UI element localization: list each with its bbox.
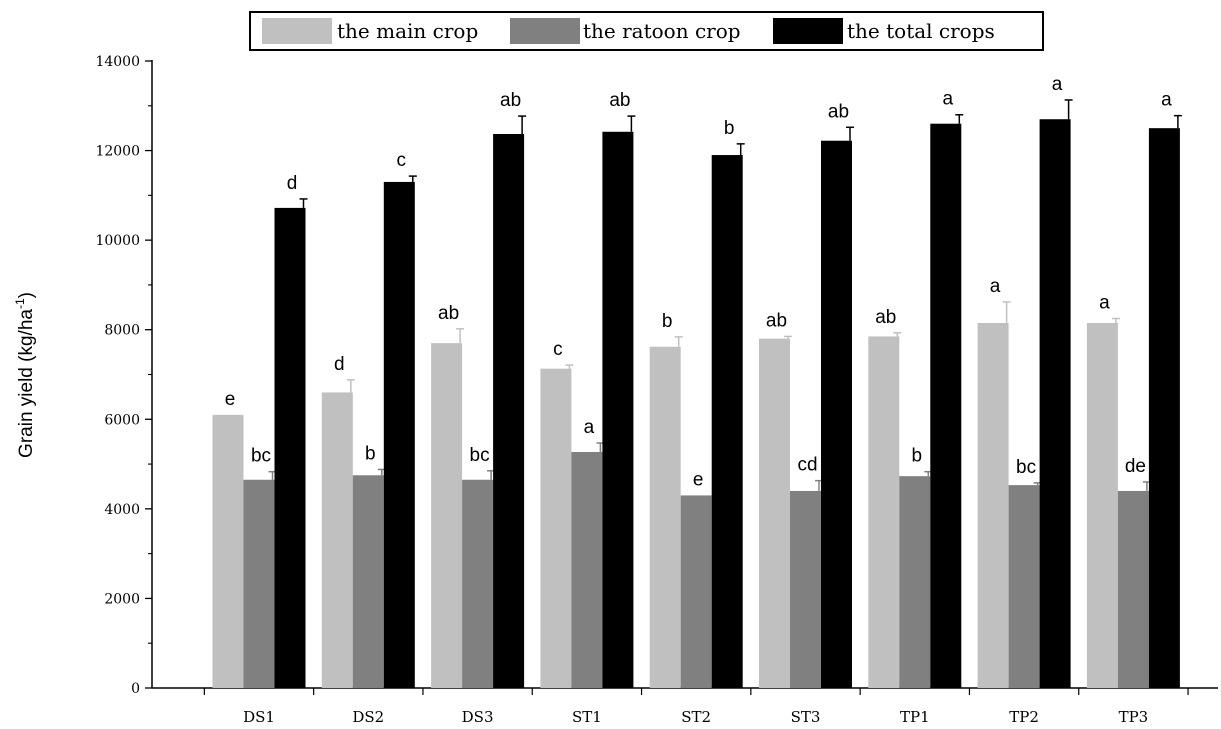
legend-swatch-main-crop — [262, 18, 332, 44]
legend: the main crop the ratoon crop the total … — [249, 11, 1044, 51]
x-tick-label: DS2 — [352, 708, 384, 726]
x-tick-label: DS1 — [243, 708, 275, 726]
the-ratoon-crop-bar — [352, 475, 384, 688]
significance-label: cd — [797, 455, 817, 476]
significance-label: ab — [500, 90, 521, 111]
the-ratoon-crop-bar — [571, 451, 603, 688]
significance-label: b — [912, 446, 923, 467]
x-tick-label: DS3 — [462, 708, 494, 726]
significance-label: ab — [875, 307, 896, 328]
significance-label: c — [397, 150, 407, 171]
significance-label: b — [724, 118, 735, 139]
legend-label-ratoon-crop: the ratoon crop — [583, 19, 741, 43]
y-tick-label: 12000 — [95, 144, 140, 160]
y-tick-label: 8000 — [104, 323, 140, 339]
the-main-crop-bar — [759, 338, 790, 688]
x-tick-label: ST3 — [791, 708, 821, 726]
significance-label: a — [943, 89, 954, 110]
significance-label: a — [1052, 74, 1063, 95]
significance-label: bc — [251, 446, 271, 467]
significance-label: a — [1099, 293, 1110, 314]
significance-label: d — [287, 173, 298, 194]
y-axis-title: Grain yield (kg/ha-1) — [13, 292, 37, 458]
the-ratoon-crop-bar — [243, 479, 275, 688]
the-main-crop-bar — [540, 368, 572, 688]
the-total-crops-bar — [493, 134, 525, 688]
significance-label: ab — [609, 90, 630, 111]
the-main-crop-bar — [1086, 322, 1118, 688]
the-ratoon-crop-bar — [680, 495, 712, 688]
the-main-crop-bar — [649, 346, 681, 688]
the-main-crop-bar — [431, 343, 463, 688]
the-total-crops-bar — [1148, 128, 1180, 688]
significance-label: bc — [470, 445, 490, 466]
significance-label: d — [334, 354, 345, 375]
significance-label: ab — [766, 310, 787, 331]
significance-label: b — [365, 443, 376, 464]
the-ratoon-crop-bar — [790, 490, 821, 688]
the-total-crops-bar — [274, 207, 306, 688]
the-total-crops-bar — [602, 131, 634, 689]
legend-swatch-ratoon-crop — [510, 18, 580, 44]
x-tick-label: ST2 — [681, 708, 711, 726]
x-tick-label: TP3 — [1119, 708, 1149, 726]
the-total-crops-bar — [930, 123, 962, 688]
the-total-crops-bar — [383, 181, 415, 688]
the-main-crop-bar — [868, 336, 900, 688]
significance-label: e — [225, 389, 236, 410]
significance-label: a — [584, 417, 595, 438]
the-ratoon-crop-bar — [462, 479, 494, 688]
the-main-crop-bar — [212, 414, 244, 688]
the-total-crops-bar — [1039, 119, 1071, 688]
legend-swatch-total-crops — [773, 18, 843, 44]
y-tick-label: 0 — [131, 681, 140, 697]
significance-label: e — [693, 469, 704, 490]
y-tick-label: 4000 — [104, 502, 140, 518]
y-tick-label: 14000 — [95, 54, 140, 70]
x-tick-label: TP1 — [900, 708, 930, 726]
x-tick-label: ST1 — [572, 708, 602, 726]
the-ratoon-crop-bar — [1008, 485, 1040, 688]
the-total-crops-bar — [821, 140, 852, 688]
y-tick-label: 2000 — [104, 591, 140, 607]
significance-label: de — [1125, 456, 1146, 477]
significance-label: ab — [438, 303, 459, 324]
legend-label-main-crop: the main crop — [337, 19, 478, 43]
y-tick-label: 6000 — [104, 412, 140, 428]
significance-label: ab — [828, 101, 849, 122]
the-ratoon-crop-bar — [1117, 490, 1149, 688]
x-tick-label: TP2 — [1009, 708, 1039, 726]
significance-label: a — [990, 276, 1001, 297]
the-total-crops-bar — [711, 155, 743, 689]
legend-label-total-crops: the total crops — [847, 19, 995, 43]
significance-label: c — [553, 339, 563, 360]
significance-label: a — [1161, 90, 1172, 111]
significance-label: b — [662, 311, 673, 332]
the-ratoon-crop-bar — [899, 476, 931, 688]
significance-label: bc — [1016, 457, 1036, 478]
the-main-crop-bar — [977, 322, 1009, 688]
y-tick-label: 10000 — [95, 233, 140, 249]
the-main-crop-bar — [321, 392, 353, 688]
